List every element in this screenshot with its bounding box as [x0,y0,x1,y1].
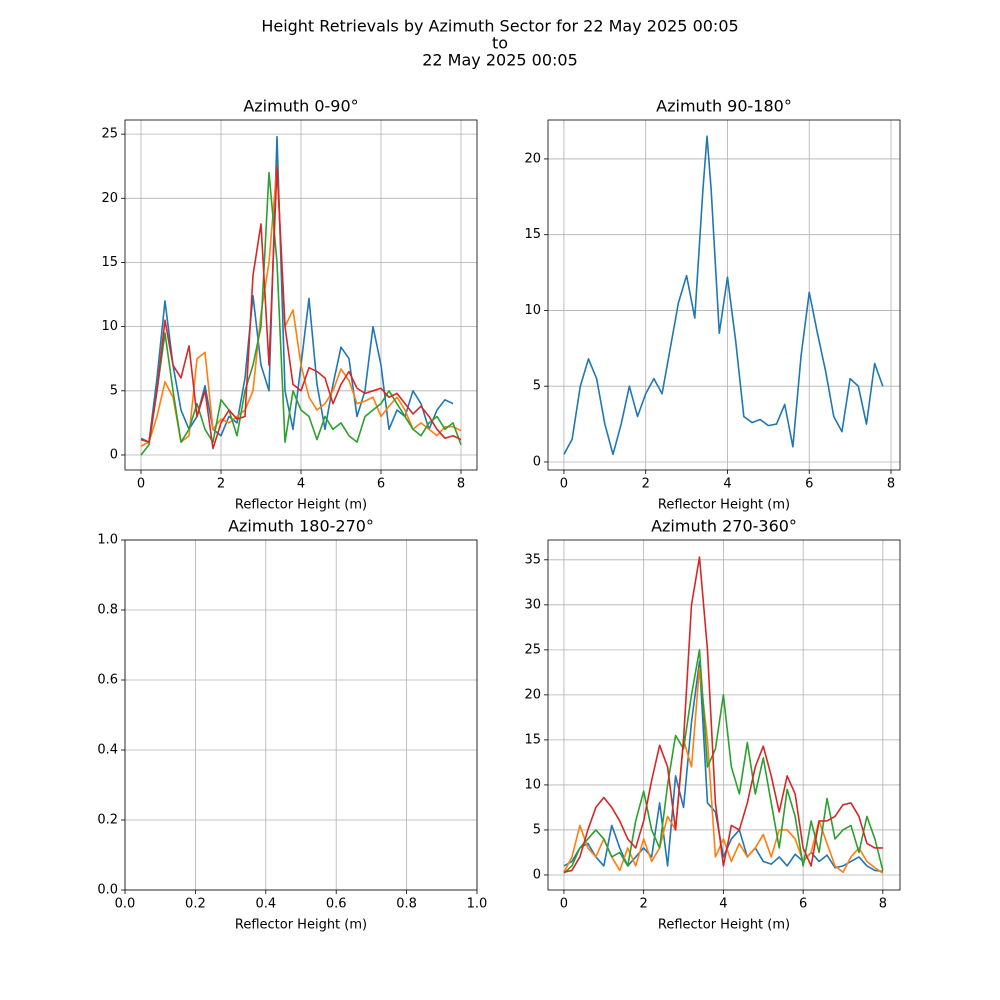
y-tick-label: 20 [524,151,541,166]
x-tick-label: 0.8 [396,897,417,912]
x-tick-label: 2 [217,477,225,492]
x-axis-label: Reflector Height (m) [658,918,790,933]
y-tick-label: 30 [524,597,541,612]
x-tick-label: 8 [887,477,895,492]
x-tick-label: 8 [879,897,887,912]
x-tick-label: 0.4 [255,897,276,912]
series-line [563,667,884,874]
y-tick-label: 0 [533,454,541,469]
y-tick-label: 5 [533,379,541,394]
x-tick-label: 6 [377,477,385,492]
axes-frame [547,119,901,471]
y-tick-label: 5 [533,822,541,837]
series-line [563,660,883,873]
x-tick-label: 6 [799,897,807,912]
y-tick-label: 15 [101,255,118,270]
figure-title: Height Retrievals by Azimuth Sector for … [261,17,738,36]
x-tick-label: 2 [642,477,650,492]
y-tick-label: 10 [101,319,118,334]
series-line [140,135,454,443]
x-tick-label: 6 [805,477,813,492]
x-tick-label: 4 [297,477,305,492]
series-line [563,556,883,874]
x-tick-label: 0 [137,477,145,492]
x-axis-label: Reflector Height (m) [658,498,790,513]
figure-title: 22 May 2025 00:05 [422,51,578,70]
y-tick-label: 0.2 [97,813,118,828]
y-tick-label: 0.8 [97,603,118,618]
y-tick-label: 20 [101,191,118,206]
x-tick-label: 0 [560,477,568,492]
axes-frame [124,119,478,471]
y-tick-label: 0 [110,447,118,462]
subplot-title: Azimuth 270-360° [651,517,797,536]
y-tick-label: 0.4 [97,743,118,758]
series-line [563,135,884,456]
x-tick-label: 0.2 [185,897,206,912]
x-tick-label: 0.0 [115,897,136,912]
y-tick-label: 35 [524,552,541,567]
subplot-title: Azimuth 90-180° [656,97,792,116]
x-tick-label: 4 [719,897,727,912]
series-line [563,649,884,874]
subplot-title: Azimuth 0-90° [243,97,358,116]
y-tick-label: 0.0 [97,883,118,898]
y-tick-label: 15 [524,227,541,242]
y-tick-label: 10 [524,777,541,792]
y-tick-label: 0.6 [97,673,118,688]
x-tick-label: 2 [640,897,648,912]
y-tick-label: 15 [524,732,541,747]
x-axis-label: Reflector Height (m) [235,498,367,513]
y-tick-label: 5 [110,383,118,398]
series-line [140,171,462,456]
x-tick-label: 0 [560,897,568,912]
series-line [140,165,462,447]
y-tick-label: 25 [101,127,118,142]
x-tick-label: 4 [723,477,731,492]
series-line [140,165,462,450]
subplot-title: Azimuth 180-270° [228,517,374,536]
y-tick-label: 25 [524,642,541,657]
y-tick-label: 20 [524,687,541,702]
y-tick-label: 0 [533,867,541,882]
x-tick-label: 1.0 [467,897,488,912]
x-axis-label: Reflector Height (m) [235,918,367,933]
y-tick-label: 1.0 [97,533,118,548]
figure-title: to [492,34,508,53]
axes-frame [547,539,901,891]
axes-frame [124,539,478,891]
x-tick-label: 8 [457,477,465,492]
x-tick-label: 0.6 [326,897,347,912]
y-tick-label: 10 [524,303,541,318]
